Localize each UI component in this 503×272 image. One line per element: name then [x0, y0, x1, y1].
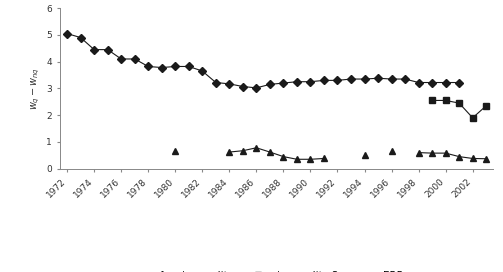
inequality 2 — [443, 99, 449, 102]
inequality — [91, 48, 97, 51]
inequality — [375, 77, 381, 80]
inequality — [402, 78, 408, 81]
inequality — [415, 81, 422, 84]
inequality — [226, 82, 232, 85]
inequality — [186, 65, 192, 68]
inequality — [213, 81, 219, 84]
inequality — [294, 80, 300, 83]
Y-axis label: $w_q - w_{nq}$: $w_q - w_{nq}$ — [30, 67, 42, 110]
inequality — [348, 78, 354, 81]
inequality — [105, 48, 111, 51]
inequality — [172, 65, 178, 68]
inequality — [267, 83, 273, 86]
inequality — [118, 57, 124, 61]
inequality 2 — [456, 101, 462, 105]
inequality — [280, 81, 286, 85]
inequality 2 — [470, 116, 476, 119]
Line: inequality 2: inequality 2 — [429, 97, 489, 121]
inequality — [456, 81, 462, 84]
inequality — [132, 57, 138, 61]
inequality — [307, 80, 313, 83]
inequality — [240, 85, 246, 88]
inequality — [429, 81, 435, 84]
inequality — [388, 78, 394, 81]
inequality — [443, 81, 449, 84]
inequality — [145, 65, 151, 68]
inequality — [334, 79, 341, 82]
inequality — [159, 66, 165, 69]
inequality — [362, 78, 368, 81]
inequality 2 — [429, 99, 435, 102]
Legend: inequality, inequality 2, ERP: inequality, inequality 2, ERP — [146, 267, 407, 272]
inequality — [199, 69, 205, 73]
Line: inequality: inequality — [64, 31, 462, 91]
inequality — [254, 86, 260, 89]
inequality — [321, 79, 327, 82]
inequality — [77, 36, 83, 39]
inequality 2 — [483, 104, 489, 107]
inequality — [64, 32, 70, 35]
